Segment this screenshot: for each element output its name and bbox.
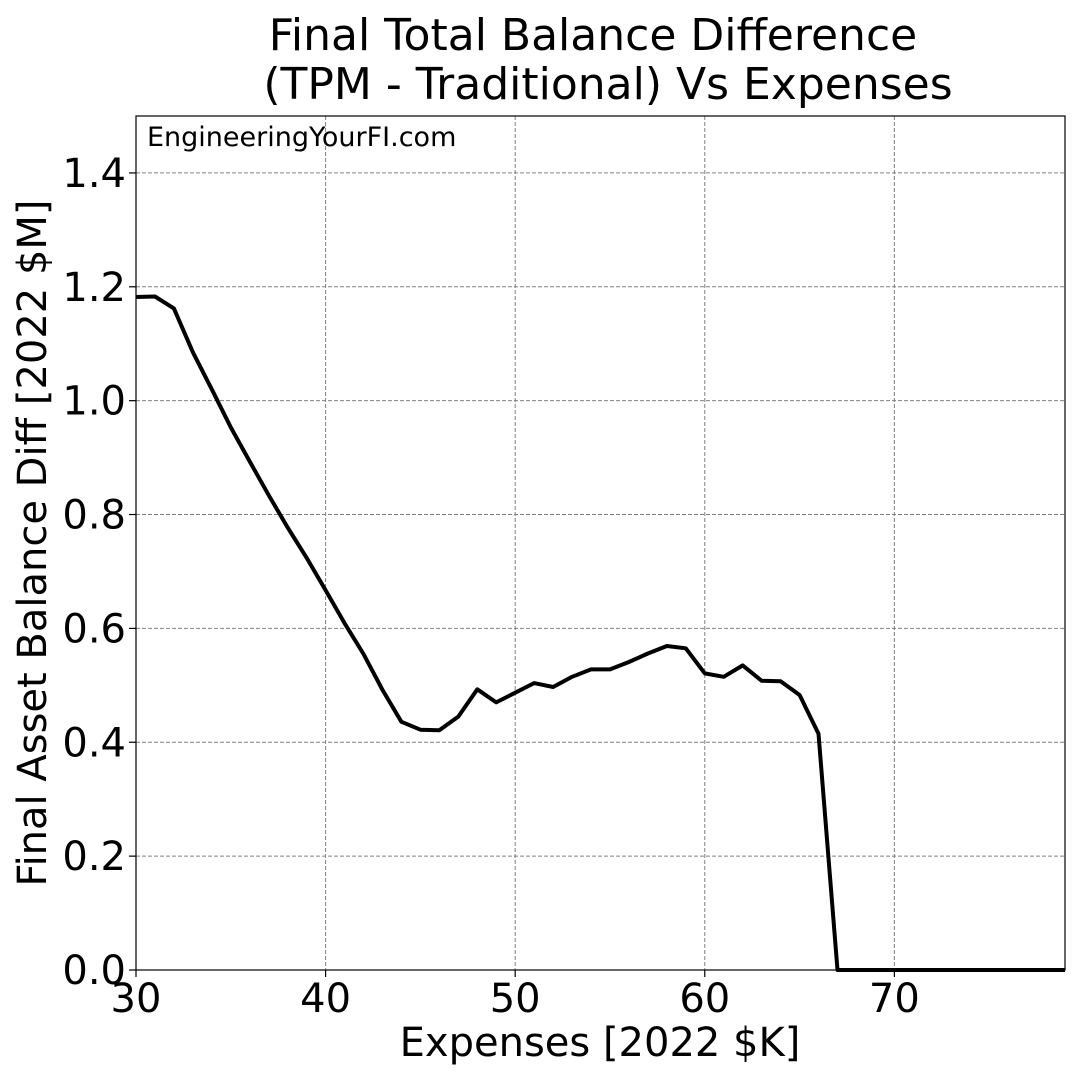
y-axis-label: Final Asset Balance Diff [2022 $M] [10, 199, 56, 886]
chart-title-line-2: (TPM - Traditional) Vs Expenses [263, 59, 952, 110]
y-tick-label-0.8: 0.8 [62, 493, 126, 539]
x-tick-label-60: 60 [679, 976, 730, 1022]
series-line-0 [135, 294, 1065, 972]
y-tick-label-1.0: 1.0 [62, 379, 126, 425]
y-tick-label-0.0: 0.0 [62, 948, 126, 994]
x-tick-label-40: 40 [300, 976, 351, 1022]
data-series [135, 294, 1065, 972]
x-tick-label-70: 70 [869, 976, 920, 1022]
chart-title-line-1: Final Total Balance Difference [269, 10, 917, 61]
x-tick-label-30: 30 [111, 976, 162, 1022]
x-tick-label-50: 50 [490, 976, 541, 1022]
y-tick-label-1.2: 1.2 [62, 265, 126, 311]
grid-lines [136, 116, 1065, 970]
y-tick-label-0.4: 0.4 [62, 720, 126, 766]
watermark-text: EngineeringYourFI.com [147, 122, 456, 153]
y-tick-label-1.4: 1.4 [62, 151, 126, 197]
plot-area-frame [135, 115, 1066, 971]
y-tick-label-0.6: 0.6 [62, 606, 126, 652]
y-tick-label-0.2: 0.2 [62, 834, 126, 880]
axis-ticks: 30 40 50 60 70 0.0 0.2 0.4 0.6 0.8 1.0 1.2 1.4 [62, 151, 919, 1022]
x-axis-label: Expenses [2022 $K] [400, 1020, 801, 1066]
